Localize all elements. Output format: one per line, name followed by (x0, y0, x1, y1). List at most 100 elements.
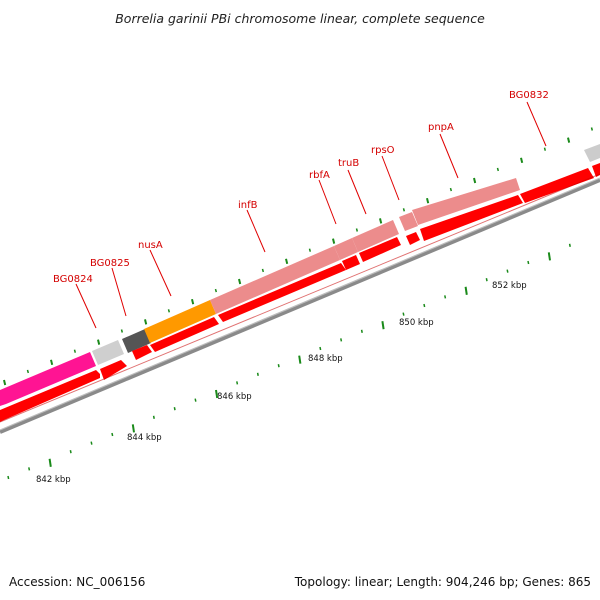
top-tick (426, 197, 430, 204)
bottom-tick (298, 355, 302, 364)
genome-summary-text: Topology: linear; Length: 904,246 bp; Ge… (294, 575, 591, 589)
top-tick (355, 228, 359, 232)
gene-label-BG0825: BG0825 (90, 258, 130, 269)
scale-label-850: 850 kbp (399, 318, 434, 328)
bottom-tick (131, 424, 135, 433)
gene-labels: BG0824 BG0825 nusA infB rbfA truB rpsO p… (53, 90, 549, 285)
top-tick-row (3, 127, 594, 386)
accession-text: Accession: NC_006156 (9, 575, 146, 589)
leader-truB (347, 169, 367, 215)
gene-label-rpsO: rpsO (371, 145, 395, 156)
bottom-tick (360, 329, 363, 333)
top-tick (496, 167, 500, 172)
bottom-tick (340, 338, 343, 342)
cds-arrow-2 (132, 345, 152, 360)
bottom-tick (547, 252, 551, 261)
top-tick (167, 309, 171, 313)
cds-arrow-0 (0, 370, 100, 422)
cds-arrow-5 (342, 255, 360, 270)
bottom-tick (381, 321, 385, 330)
feature-infB (210, 246, 340, 314)
feature-dark-gray (122, 329, 151, 353)
top-tick (120, 329, 124, 333)
leader-pnpA (439, 133, 459, 179)
bottom-tick (173, 407, 176, 411)
backbone-line-inner (0, 177, 600, 431)
cds-arrow-6 (359, 237, 401, 262)
bottom-tick (256, 372, 259, 376)
top-tick (261, 268, 265, 273)
bottom-tick-row (7, 243, 571, 480)
top-tick (214, 288, 218, 293)
feature-orange-nusA (144, 300, 216, 343)
cds-arrow-4 (218, 263, 346, 322)
leader-rpsO (381, 155, 400, 201)
bottom-tick (48, 458, 52, 467)
top-tick (379, 218, 383, 224)
bottom-tick (444, 295, 447, 299)
gene-label-nusA: nusA (138, 240, 163, 251)
top-tick (26, 369, 30, 374)
cds-arrow-7 (406, 232, 420, 245)
top-tick (97, 339, 101, 345)
bottom-tick (402, 312, 405, 316)
top-tick (50, 359, 54, 366)
top-tick (402, 208, 406, 212)
bottom-tick (7, 475, 10, 480)
bottom-tick (152, 415, 155, 419)
scale-label-842: 842 kbp (36, 475, 71, 485)
cds-arrow-1 (100, 360, 127, 380)
feature-gray-right (584, 144, 600, 162)
backbone-line-outer (0, 178, 600, 434)
bottom-tick (194, 398, 197, 402)
bottom-tick (527, 260, 530, 265)
leader-nusA (149, 249, 172, 297)
upper-feature-track (0, 144, 600, 406)
backbone (0, 177, 600, 434)
bottom-tick (506, 269, 509, 273)
cds-arrow-9 (520, 168, 594, 203)
top-tick (191, 298, 195, 305)
cds-arrow-10 (592, 163, 600, 177)
leader-BG0824 (75, 283, 97, 329)
bottom-tick (69, 450, 72, 454)
cds-arrow-3 (150, 317, 219, 352)
map-title: Borrelia garinii PBi chromosome linear, … (115, 11, 485, 26)
leader-BG0825 (111, 267, 127, 317)
top-tick (520, 157, 524, 164)
feature-light-gray (92, 340, 124, 365)
leader-rbfA (318, 179, 337, 225)
lower-feature-track (0, 163, 600, 423)
scale-label-844: 844 kbp (127, 433, 162, 443)
bottom-tick (111, 432, 114, 437)
bottom-tick (423, 303, 426, 308)
top-tick (285, 258, 289, 265)
gene-label-truB: truB (338, 158, 359, 169)
top-tick (590, 127, 594, 131)
scale-label-846: 846 kbp (217, 392, 252, 402)
gene-label-pnpA: pnpA (428, 122, 454, 133)
top-tick (332, 238, 336, 244)
bottom-tick (277, 364, 280, 368)
top-tick (449, 187, 453, 192)
leader-infB (246, 209, 266, 253)
gene-label-infB: infB (238, 200, 258, 211)
top-tick (73, 349, 77, 353)
top-tick (3, 379, 7, 386)
gene-label-BG0832: BG0832 (509, 90, 549, 101)
cds-arrow-8 (420, 195, 523, 241)
top-tick (543, 147, 547, 151)
top-tick (308, 248, 312, 252)
feature-rbfA (334, 238, 358, 260)
bottom-tick (236, 381, 239, 385)
top-tick (238, 278, 242, 285)
top-tick (144, 319, 148, 325)
feature-pnpA (412, 178, 520, 225)
cds-shadow (0, 173, 600, 423)
bottom-tick (90, 441, 93, 445)
bottom-tick (215, 389, 219, 399)
top-tick (473, 177, 477, 184)
bottom-tick (464, 286, 468, 295)
top-tick (567, 137, 571, 143)
